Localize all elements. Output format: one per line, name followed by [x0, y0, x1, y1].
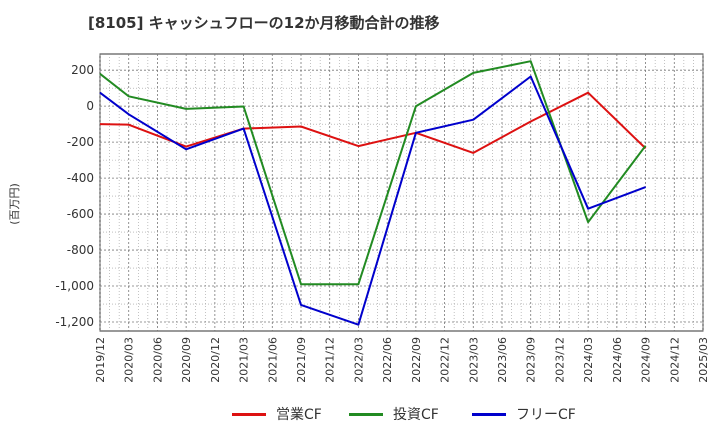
x-tick-label: 2024/03	[582, 337, 595, 383]
legend-swatch-free-cf	[472, 412, 506, 416]
x-tick-label: 2021/03	[238, 337, 251, 383]
x-tick-label: 2023/06	[496, 337, 509, 383]
x-tick-label: 2023/09	[525, 337, 538, 383]
series-lines	[99, 60, 647, 326]
legend-item-free-cf: フリーCF	[472, 404, 576, 424]
legend-swatch-operating-cf	[232, 412, 266, 416]
legend-label-free-cf: フリーCF	[516, 407, 576, 423]
x-tick-label: 2021/09	[295, 337, 308, 383]
x-tick-label: 2024/06	[611, 337, 624, 383]
x-tick-label: 2025/03	[697, 337, 710, 383]
legend-item-operating-cf: 営業CF	[232, 404, 322, 424]
legend-label-operating-cf: 営業CF	[276, 407, 322, 423]
x-tick-label: 2021/12	[324, 337, 337, 383]
x-tick-label: 2024/12	[668, 337, 681, 383]
x-tick-label: 2022/06	[381, 337, 394, 383]
x-tick-label: 2020/09	[180, 337, 193, 383]
chart-title: [8105] キャッシュフローの12か月移動合計の推移	[88, 14, 440, 32]
y-tick-label: 200	[71, 63, 94, 77]
series-line-free-cf	[99, 75, 646, 326]
y-tick-label: -1,200	[55, 315, 94, 329]
plot-area	[99, 53, 704, 332]
y-tick-label: -1,000	[55, 279, 94, 293]
x-tick-label: 2020/03	[123, 337, 136, 383]
y-tick-label: -800	[67, 243, 94, 257]
x-tick-label: 2020/06	[151, 337, 164, 383]
legend: 営業CF 投資CF フリーCF	[0, 404, 720, 428]
y-tick-label: -200	[67, 135, 94, 149]
x-tick-label: 2024/09	[640, 337, 653, 383]
y-tick-label: 0	[86, 99, 94, 113]
x-tick-label: 2021/06	[266, 337, 279, 383]
x-tick-label: 2023/12	[553, 337, 566, 383]
x-tick-label: 2022/03	[352, 337, 365, 383]
series-line-investing-cf	[99, 60, 647, 286]
x-tick-label: 2022/09	[410, 337, 423, 383]
x-tick-label: 2022/12	[439, 337, 452, 383]
x-tick-label: 2019/12	[94, 337, 107, 383]
x-tick-label: 2020/12	[209, 337, 222, 383]
legend-swatch-investing-cf	[349, 412, 383, 416]
legend-item-investing-cf: 投資CF	[349, 404, 439, 424]
y-tick-label: -600	[67, 207, 94, 221]
x-tick-labels: 2019/12 2020/03 2020/06 2020/09 2020/12 2021/…	[94, 337, 710, 383]
y-tick-labels: 200 0 -200 -400 -600 -800 -1,000 -1,200	[55, 63, 94, 329]
y-tick-label: -400	[67, 171, 94, 185]
x-tick-label: 2023/03	[467, 337, 480, 383]
legend-label-investing-cf: 投資CF	[393, 407, 439, 423]
